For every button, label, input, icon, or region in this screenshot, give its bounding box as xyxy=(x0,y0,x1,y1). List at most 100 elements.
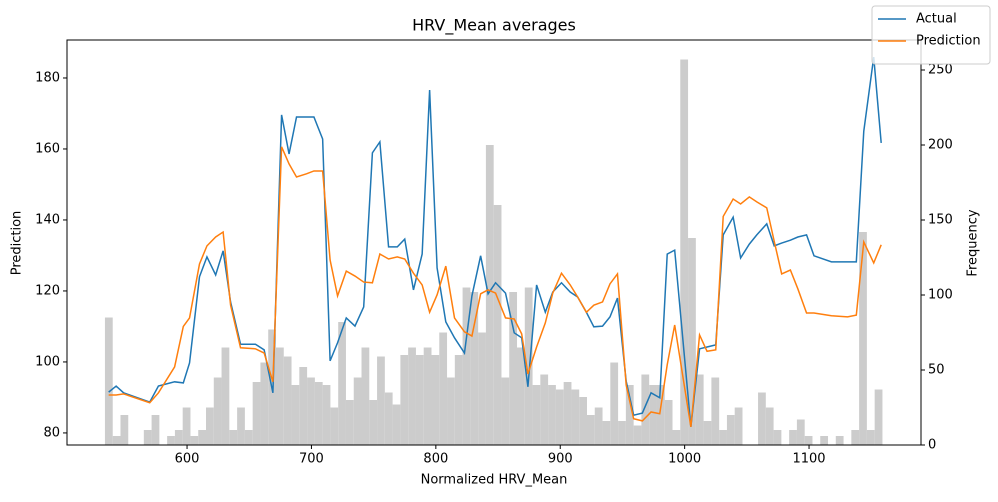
histogram-bar xyxy=(579,397,587,445)
histogram-bar xyxy=(532,385,541,445)
x-axis-label: Normalized HRV_Mean xyxy=(421,473,568,488)
histogram-bar xyxy=(143,430,152,445)
histogram-bar xyxy=(462,287,471,445)
histogram-bar xyxy=(384,392,393,445)
data-line xyxy=(108,56,882,427)
histogram-bar xyxy=(656,385,665,445)
histogram-bar xyxy=(120,415,129,445)
histogram-bar xyxy=(408,347,416,445)
histogram-bar xyxy=(190,436,199,445)
histogram-bar xyxy=(571,389,580,445)
histogram-bar xyxy=(851,430,860,445)
plot-frame xyxy=(66,39,922,446)
histogram-bar xyxy=(213,377,222,445)
histogram-bar xyxy=(353,377,362,445)
histogram-bar xyxy=(229,430,238,445)
histogram-bar xyxy=(641,374,650,445)
y2-tick-label: 100 xyxy=(928,288,953,303)
histogram-bar xyxy=(866,430,875,445)
histogram-bar xyxy=(602,421,611,445)
histogram-bar xyxy=(649,385,657,445)
histogram-bar xyxy=(695,374,704,445)
histogram-bar xyxy=(314,382,323,445)
histogram-bar xyxy=(758,392,766,445)
x-tick-label: 1000 xyxy=(668,452,701,467)
histogram-bar xyxy=(260,362,269,445)
y-axis-label: Prediction xyxy=(10,211,25,276)
y2-tick-label: 0 xyxy=(928,438,936,453)
histogram-bar xyxy=(400,355,409,445)
histogram-bar xyxy=(454,355,463,445)
y-tick-label: 180 xyxy=(35,70,60,85)
histogram-bar xyxy=(524,287,533,445)
histogram-bar xyxy=(548,385,556,445)
histogram-bar xyxy=(237,407,245,445)
x-tick-label: 700 xyxy=(299,452,324,467)
histogram-bar xyxy=(804,436,813,445)
y-tick-label: 160 xyxy=(35,141,60,156)
y2-tick-label: 50 xyxy=(928,363,945,378)
histogram-bar xyxy=(719,430,727,445)
histogram-bar xyxy=(244,430,253,445)
histogram-bar xyxy=(112,436,121,445)
histogram-bar xyxy=(734,407,743,445)
y-tick-label: 80 xyxy=(43,425,60,440)
histogram-bar xyxy=(688,238,696,445)
histogram-bar xyxy=(610,362,619,445)
histogram-bar xyxy=(275,347,284,445)
histogram-bar xyxy=(586,415,595,445)
histogram-bar xyxy=(345,400,354,445)
histogram-bar xyxy=(633,425,642,445)
histogram-bar xyxy=(478,332,486,445)
y-tick-label: 120 xyxy=(35,283,60,298)
histogram-bar xyxy=(330,407,339,445)
data-line xyxy=(108,146,882,428)
histogram-bar xyxy=(765,407,774,445)
histogram-bar xyxy=(174,430,183,445)
histogram-bar xyxy=(338,322,346,445)
histogram-bar xyxy=(485,145,494,445)
histogram-bar xyxy=(369,400,378,445)
histogram-bar xyxy=(664,400,673,445)
histogram-bar xyxy=(509,292,518,445)
histogram-bar xyxy=(415,355,424,445)
y2-tick-label: 150 xyxy=(928,213,953,228)
histogram-bar xyxy=(563,382,572,445)
histogram-bar xyxy=(501,377,510,445)
histogram-bar xyxy=(151,415,160,445)
legend-box xyxy=(871,5,991,65)
histogram-bar xyxy=(859,232,867,445)
histogram-bar xyxy=(680,59,689,445)
histogram-bar xyxy=(625,385,634,445)
histogram-bar xyxy=(672,430,681,445)
histogram-bar xyxy=(423,347,432,445)
histogram-bar xyxy=(431,355,440,445)
x-tick-label: 1100 xyxy=(792,452,825,467)
x-tick-label: 600 xyxy=(175,452,200,467)
histogram-bar xyxy=(291,385,300,445)
histogram-bar xyxy=(835,436,844,445)
histogram-bar xyxy=(540,374,549,445)
histogram-bar xyxy=(796,419,805,445)
histogram-bar xyxy=(361,347,370,445)
histogram-bar xyxy=(252,382,261,445)
histogram-bar xyxy=(392,404,401,445)
histogram-bar xyxy=(618,421,626,445)
histogram-bar xyxy=(221,347,230,445)
histogram-bar xyxy=(307,377,315,445)
histogram-bar xyxy=(703,421,712,445)
histogram-bar xyxy=(726,415,735,445)
histogram-bar xyxy=(594,407,603,445)
histogram-bar xyxy=(283,356,292,445)
histogram-bar xyxy=(493,205,502,445)
y2-tick-label: 200 xyxy=(928,138,953,153)
histogram-bar xyxy=(874,389,883,445)
histogram-bar xyxy=(820,436,829,445)
histogram-bar xyxy=(299,367,308,445)
y2-axis-label: Frequency xyxy=(966,209,981,276)
histogram-bar xyxy=(773,430,782,445)
histogram-bar xyxy=(198,430,207,445)
histogram-bar xyxy=(447,377,455,445)
chart-title: HRV_Mean averages xyxy=(412,16,576,36)
